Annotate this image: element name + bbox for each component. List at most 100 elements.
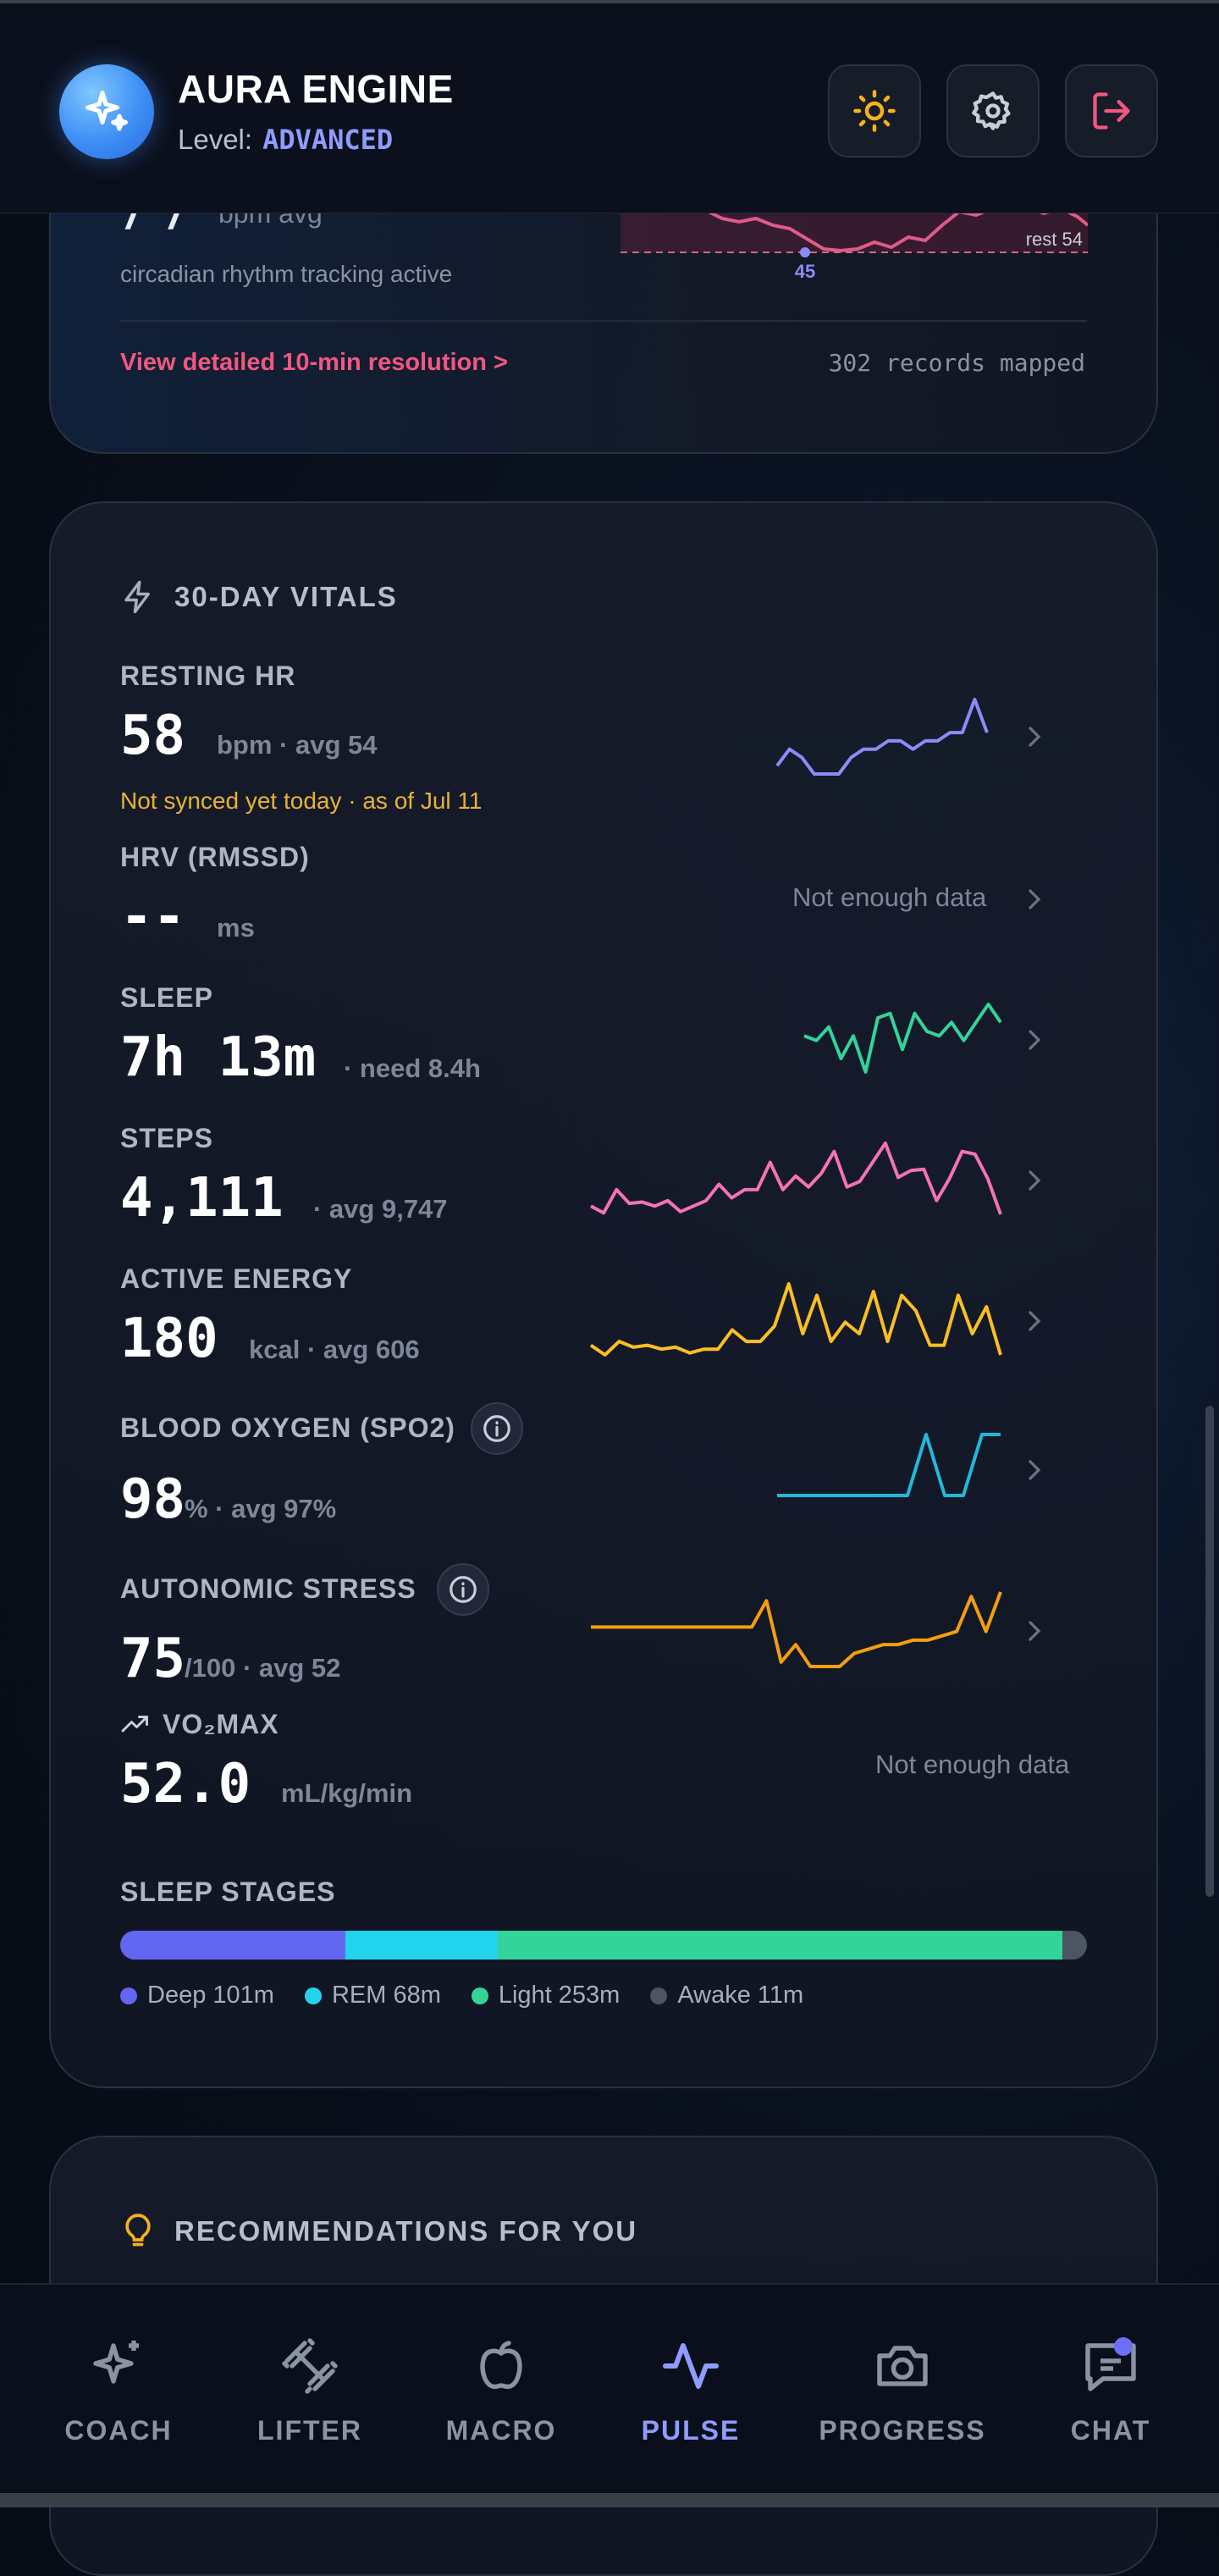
logout-button[interactable] [1065,64,1158,158]
resting-hr-value: 58 [120,705,186,767]
resting-hr-label: RESTING HR [120,661,296,691]
stress-unit: /100 · avg 52 [185,1653,341,1683]
sleep-stages-bar [120,1931,1087,1960]
sleep-stage-legend-item: REM 68m [304,1982,441,2009]
vo2max-unit: mL/kg/min [281,1778,413,1808]
sleep-stage-awake-segment [1062,1931,1087,1960]
nav-chat[interactable]: CHAT [1009,2285,1212,2488]
sleep-trend-line [803,1003,1002,1074]
nav-macro-label: MACRO [445,2415,557,2446]
steps-sparkline[interactable] [586,1138,1006,1219]
level-label: Level: [178,124,253,155]
spo2-trend-line [777,1433,1001,1497]
sleep-label: SLEEP [120,982,213,1013]
sleep-value: 7h 13m [120,1026,317,1089]
nav-chat-label: CHAT [1070,2415,1151,2446]
sleep-stage-legend-item: Deep 101m [120,1982,274,2009]
spo2-value: 98 [120,1468,186,1531]
hrv-status: Not enough data [792,882,987,912]
nav-coach-label: COACH [64,2415,173,2446]
resting-hr-unit: bpm · avg 54 [217,730,378,760]
bottom-edge [0,2493,1219,2507]
legend-dot [120,1987,137,2004]
hr-min-marker [800,247,810,257]
spo2-sparkline[interactable] [772,1429,1006,1501]
vo2max-label: VO₂MAX [163,1709,279,1739]
active-energy-sparkline[interactable] [586,1279,1006,1360]
vitals-title: 30-DAY VITALS [174,581,398,612]
active-energy-trend-line [589,1282,1002,1357]
stress-value: 75 [120,1628,186,1690]
nav-lifter[interactable]: LIFTER [208,2285,411,2488]
circadian-status: circadian rhythm tracking active [120,261,453,287]
nav-lifter-label: LIFTER [257,2415,362,2446]
divider [120,320,1087,322]
legend-label: Awake 11m [677,1982,804,2009]
apple-icon [480,2341,522,2390]
info-icon [450,1576,477,1603]
steps-label: STEPS [120,1123,213,1153]
hrv-unit: ms [217,913,255,943]
spo2-label: BLOOD OXYGEN (SPO2) [120,1412,455,1443]
nav-pulse[interactable]: PULSE [589,2285,792,2488]
chat-icon [1085,2343,1136,2391]
pulse-icon [663,2343,719,2389]
trending-up-icon [121,1716,148,1733]
detailed-resolution-link[interactable]: View detailed 10-min resolution > [120,349,508,376]
nav-progress[interactable]: PROGRESS [801,2285,1004,2488]
hr-rest-label: rest 54 [1026,229,1083,250]
vitals-card [49,501,1158,2088]
active-energy-label: ACTIVE ENERGY [120,1263,353,1294]
sleep-unit: · need 8.4h [344,1053,481,1083]
stress-trend-line [591,1591,1002,1668]
legend-dot [304,1987,322,2004]
sleep-stage-light-segment [497,1931,1062,1960]
bottom-nav: COACH LIFTER MACRO PULSE PROGRESS CHAT [0,2283,1219,2507]
sleep-chevron-icon[interactable] [1018,1023,1051,1057]
sleep-stage-legend-item: Awake 11m [650,1982,803,2009]
sleep-sparkline[interactable] [799,999,1006,1077]
settings-button[interactable] [946,64,1040,158]
legend-label: Light 253m [498,1982,621,2009]
level-indicator: Level: ADVANCED [178,124,393,156]
lightning-icon [124,580,150,614]
records-count: 302 records mapped [828,349,1085,377]
resting-hr-chevron-icon[interactable] [1018,720,1051,754]
sleep-stages-legend: Deep 101m REM 68m Light 253m Awake 11m [120,1982,834,2009]
resting-hr-sync-note: Not synced yet today · as of Jul 11 [120,788,483,814]
nav-progress-label: PROGRESS [819,2415,986,2446]
nav-macro[interactable]: MACRO [400,2285,603,2488]
steps-unit: · avg 9,747 [313,1194,448,1224]
legend-label: REM 68m [331,1982,441,2009]
lightbulb-icon [125,2214,151,2247]
theme-toggle-button[interactable] [828,64,921,158]
sleep-stages-title: SLEEP STAGES [120,1877,336,1907]
stress-info-button[interactable] [437,1563,489,1616]
hrv-value: -- [120,886,186,948]
hrv-chevron-icon[interactable] [1018,882,1051,916]
active-energy-value: 180 [120,1307,218,1370]
hrv-label: HRV (RMSSD) [120,842,310,872]
stress-sparkline[interactable] [586,1587,1006,1672]
stress-chevron-icon[interactable] [1018,1614,1051,1648]
steps-chevron-icon[interactable] [1018,1164,1051,1197]
active-energy-chevron-icon[interactable] [1018,1304,1051,1338]
spo2-info-button[interactable] [471,1402,523,1455]
spo2-chevron-icon[interactable] [1018,1453,1051,1487]
info-icon [483,1415,510,1442]
nav-pulse-label: PULSE [641,2415,741,2446]
gear-icon [972,91,1011,130]
sleep-stage-rem-segment [345,1931,498,1960]
nav-coach[interactable]: COACH [17,2285,220,2488]
scrollbar[interactable] [1205,1406,1214,1897]
steps-value: 4,111 [120,1167,284,1230]
sleep-stage-deep-segment [120,1931,346,1960]
legend-label: Deep 101m [147,1982,274,2009]
steps-trend-line [590,1142,1002,1215]
dumbbell-icon [282,2338,338,2394]
resting-hr-sparkline[interactable] [772,694,992,779]
app-header: AURA ENGINE Level: ADVANCED [0,0,1219,213]
legend-dot [471,1987,488,2004]
resting-hr-trend-line [775,698,989,776]
stress-label: AUTONOMIC STRESS [120,1573,416,1604]
